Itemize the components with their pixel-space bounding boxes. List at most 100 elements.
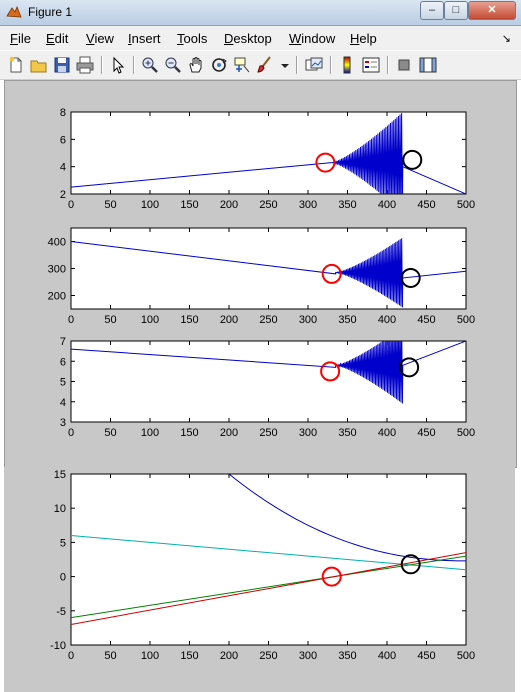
x-tick-label: 100	[141, 199, 159, 211]
y-tick-label: 2	[60, 189, 66, 201]
menu-window[interactable]: Window	[289, 31, 336, 46]
series-line-4	[71, 552, 466, 625]
x-tick-label: 450	[417, 199, 435, 211]
series-line-2	[71, 535, 466, 571]
toolbar-separator	[387, 56, 389, 74]
y-tick-label: 200	[48, 291, 66, 303]
x-tick-label: 450	[417, 650, 435, 662]
x-tick-label: 400	[378, 427, 396, 439]
y-tick-label: 6	[60, 134, 66, 146]
window-title-bar[interactable]: Figure 1 – □ ✕	[0, 0, 521, 26]
x-tick-label: 350	[338, 314, 356, 326]
menu-view[interactable]: View	[86, 31, 114, 46]
x-tick-label: 250	[259, 314, 277, 326]
y-tick-label: 5	[60, 377, 66, 389]
y-tick-label: 6	[60, 356, 66, 368]
menu-help[interactable]: Help	[350, 31, 377, 46]
x-tick-label: 150	[180, 427, 198, 439]
data-cursor-icon[interactable]	[232, 55, 252, 75]
close-button[interactable]: ✕	[468, 1, 516, 20]
black-circle-annotation	[399, 357, 420, 378]
red-circle-annotation	[321, 263, 342, 284]
x-tick-label: 500	[457, 199, 475, 211]
black-circle-annotation	[400, 554, 421, 575]
x-tick-label: 150	[180, 199, 198, 211]
maximize-button[interactable]: □	[444, 1, 468, 20]
y-tick-label: 5	[60, 537, 66, 549]
zoom-out-icon[interactable]	[163, 55, 183, 75]
menu-bar: ↘ File Edit View Insert Tools Desktop Window He…	[0, 26, 521, 50]
colorbar-icon[interactable]	[337, 55, 357, 75]
y-tick-label: -10	[50, 640, 66, 652]
x-tick-label: 250	[259, 650, 277, 662]
x-tick-label: 300	[299, 427, 317, 439]
x-tick-label: 500	[457, 650, 475, 662]
x-tick-label: 200	[220, 314, 238, 326]
menu-edit[interactable]: Edit	[46, 31, 69, 46]
x-tick-label: 400	[378, 199, 396, 211]
edit-plot-icon[interactable]	[108, 55, 128, 75]
link-plot-icon[interactable]	[304, 55, 324, 75]
axes-2	[70, 227, 467, 310]
x-tick-label: 150	[180, 314, 198, 326]
x-tick-label: 200	[220, 427, 238, 439]
legend-icon[interactable]	[361, 55, 381, 75]
y-tick-label: 300	[48, 264, 66, 276]
toolbar-separator	[296, 56, 298, 74]
x-tick-label: 350	[338, 199, 356, 211]
black-circle-annotation	[402, 149, 423, 170]
menu-insert[interactable]: Insert	[128, 31, 161, 46]
x-tick-label: 500	[457, 427, 475, 439]
save-icon[interactable]	[52, 55, 72, 75]
minimize-button[interactable]: –	[420, 1, 444, 20]
x-tick-label: 250	[259, 199, 277, 211]
new-figure-icon[interactable]	[6, 55, 26, 75]
show-plot-tools-icon[interactable]	[418, 55, 438, 75]
y-tick-label: 8	[60, 107, 66, 119]
hide-plot-tools-icon[interactable]	[394, 55, 414, 75]
print-icon[interactable]	[75, 55, 95, 75]
y-tick-label: 10	[54, 503, 66, 515]
x-tick-label: 250	[259, 427, 277, 439]
x-tick-label: 200	[220, 199, 238, 211]
y-tick-label: 400	[48, 237, 66, 249]
x-tick-label: 500	[457, 314, 475, 326]
toolbar-separator	[330, 56, 332, 74]
x-tick-label: 300	[299, 650, 317, 662]
x-tick-label: 400	[378, 650, 396, 662]
zoom-in-icon[interactable]	[140, 55, 160, 75]
open-file-icon[interactable]	[29, 55, 49, 75]
red-circle-annotation	[320, 361, 341, 382]
series-line-1	[71, 341, 466, 404]
menu-desktop[interactable]: Desktop	[224, 31, 272, 46]
x-tick-label: 350	[338, 427, 356, 439]
y-tick-label: 0	[60, 572, 66, 584]
x-tick-label: 50	[104, 427, 116, 439]
x-tick-label: 450	[417, 314, 435, 326]
window-title: Figure 1	[28, 5, 73, 19]
x-tick-label: 150	[180, 650, 198, 662]
black-circle-annotation	[400, 267, 421, 288]
x-tick-label: 400	[378, 314, 396, 326]
x-tick-label: 100	[141, 650, 159, 662]
x-tick-label: 0	[68, 650, 74, 662]
pan-icon[interactable]	[186, 55, 206, 75]
chevron-down-icon[interactable]	[275, 55, 289, 75]
figure-toolbar	[0, 51, 521, 80]
menu-file[interactable]: File	[10, 31, 31, 46]
menu-tools[interactable]: Tools	[177, 31, 208, 46]
x-tick-label: 200	[220, 650, 238, 662]
rotate-3d-icon[interactable]	[209, 55, 229, 75]
x-tick-label: 50	[104, 199, 116, 211]
brush-icon[interactable]	[255, 55, 275, 75]
x-tick-label: 0	[68, 199, 74, 211]
matlab-logo-icon	[6, 5, 22, 18]
red-circle-annotation	[315, 152, 336, 173]
y-tick-label: 4	[60, 162, 66, 174]
y-tick-label: 7	[60, 336, 66, 348]
dock-arrow-icon[interactable]: ↘	[501, 33, 511, 45]
x-tick-label: 350	[338, 650, 356, 662]
x-tick-label: 50	[104, 314, 116, 326]
series-line-1	[71, 238, 466, 308]
